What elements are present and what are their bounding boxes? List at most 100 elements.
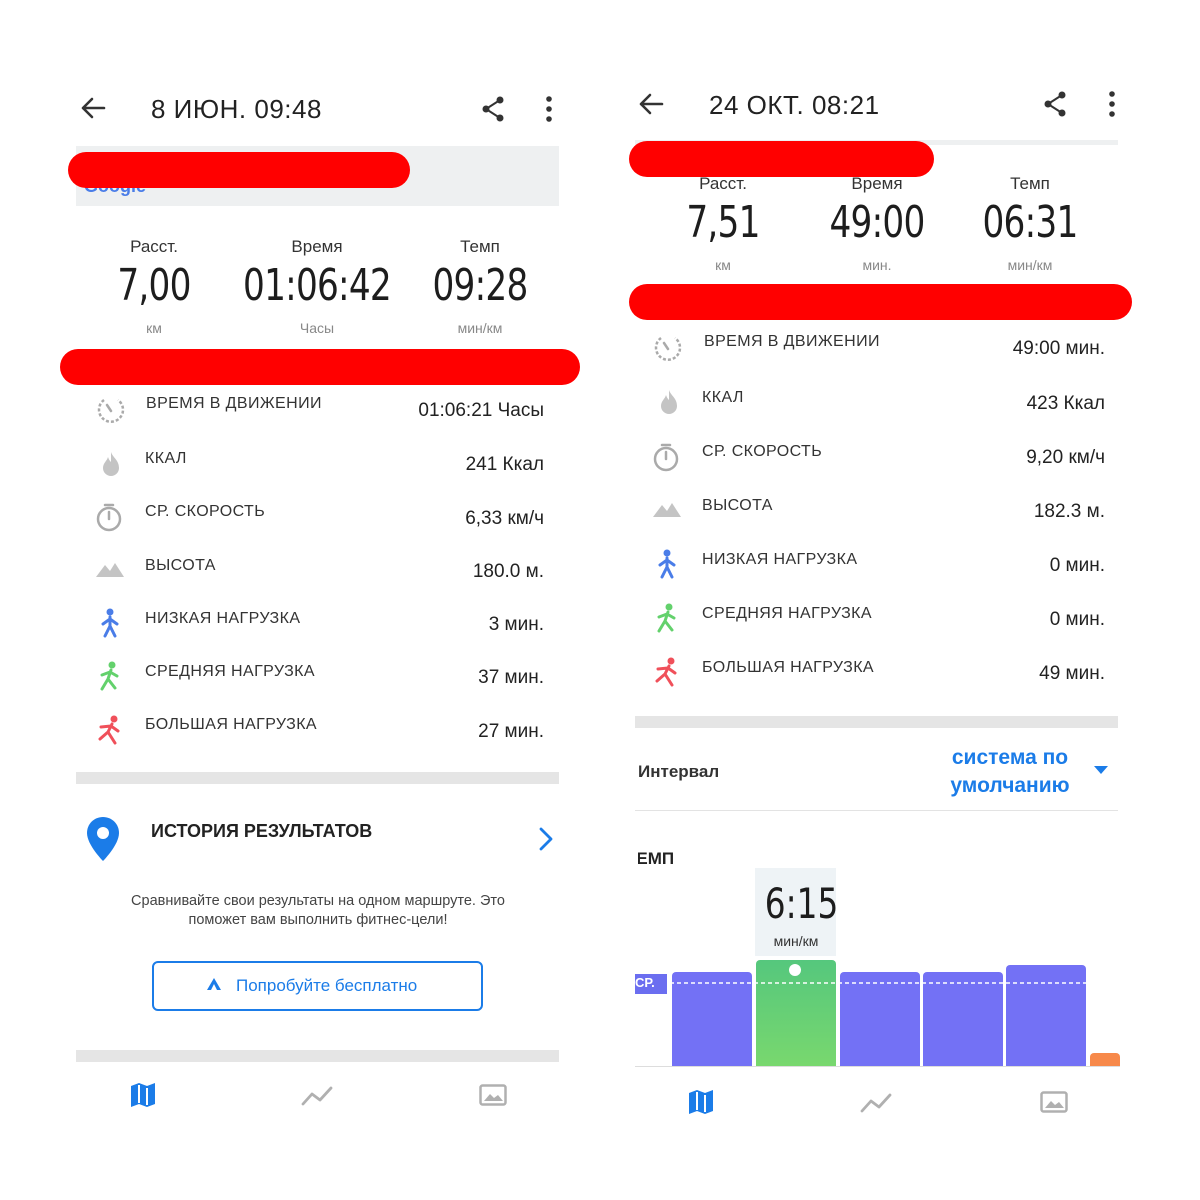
walk-icon xyxy=(101,608,119,638)
detail-value: 49 мин. xyxy=(1039,663,1105,684)
jog-icon xyxy=(657,603,676,633)
detail-label: ККАЛ xyxy=(145,450,187,467)
pace-value: 09:28 xyxy=(432,260,528,311)
selected-point xyxy=(789,964,801,976)
detail-value: 0 мин. xyxy=(1049,609,1105,630)
detail-label: БОЛЬШАЯ НАГРУЗКА xyxy=(145,716,318,733)
detail-value: 241 Ккал xyxy=(465,454,544,475)
detail-value: 27 мин. xyxy=(478,721,544,742)
photo-tab-icon[interactable] xyxy=(1040,1091,1068,1113)
divider-line xyxy=(635,810,1118,811)
try-free-button[interactable] xyxy=(152,961,483,1011)
photo-tab-icon[interactable] xyxy=(479,1084,507,1106)
redaction-bar xyxy=(629,284,1132,320)
redaction-bar xyxy=(68,152,410,188)
run-icon xyxy=(98,715,120,745)
right-workout-screen: 24 ОКТ. 08:21 Расст. 7,51 км Время 49:00… xyxy=(600,0,1200,1200)
detail-value: 6,33 км/ч xyxy=(465,508,544,529)
detail-label: ККАЛ xyxy=(702,389,744,406)
pace-unit: мин/км xyxy=(1007,257,1053,273)
detail-label: СР. СКОРОСТЬ xyxy=(145,503,266,520)
more-options-icon[interactable] xyxy=(545,96,553,122)
stopwatch-moving-icon xyxy=(654,336,682,361)
time-unit: мин. xyxy=(862,257,892,273)
distance-label: Расст. xyxy=(699,174,747,193)
average-tag xyxy=(635,974,667,994)
share-icon[interactable] xyxy=(1043,91,1067,117)
time-value: 49:00 xyxy=(829,197,925,248)
chevron-right-icon[interactable] xyxy=(538,827,554,851)
detail-label: БОЛЬШАЯ НАГРУЗКА xyxy=(702,659,875,676)
left-workout-screen: 8 ИЮН. 09:48 Google Расст. 7,00 км Время… xyxy=(60,94,580,1108)
detail-value: 9,20 км/ч xyxy=(1026,447,1105,468)
map-tab-icon[interactable] xyxy=(688,1089,714,1115)
average-line xyxy=(635,982,1120,984)
chart-tab-icon[interactable] xyxy=(301,1085,333,1107)
mountain-icon xyxy=(653,503,681,517)
workout-datetime: 24 ОКТ. 08:21 xyxy=(709,90,880,120)
detail-label: НИЗКАЯ НАГРУЗКА xyxy=(702,551,858,568)
chart-bar-selected[interactable] xyxy=(756,960,836,1067)
pace-unit: мин/км xyxy=(457,320,503,336)
chart-bar[interactable] xyxy=(1090,1053,1120,1067)
timer-icon xyxy=(96,503,122,532)
pace-label: Темп xyxy=(460,237,500,256)
workout-datetime: 8 ИЮН. 09:48 xyxy=(151,94,322,124)
detail-value: 180.0 м. xyxy=(472,561,544,582)
jog-icon xyxy=(100,661,119,691)
detail-label: НИЗКАЯ НАГРУЗКА xyxy=(145,610,301,627)
detail-value: 49:00 мин. xyxy=(1012,338,1105,359)
section-divider xyxy=(76,1050,559,1062)
interval-label: Интервал xyxy=(638,762,720,781)
redaction-bar xyxy=(629,141,934,177)
stopwatch-moving-icon xyxy=(97,398,125,423)
flame-icon xyxy=(103,452,119,476)
chart-bar[interactable] xyxy=(1006,965,1086,1067)
chart-baseline xyxy=(635,1066,1120,1067)
detail-label: ВЫСОТА xyxy=(702,497,773,514)
selected-pace-box xyxy=(755,868,836,956)
distance-unit: км xyxy=(715,257,731,273)
pace-value: 06:31 xyxy=(982,197,1078,248)
interval-value-line1: система по xyxy=(951,746,1069,769)
map-tab-icon[interactable] xyxy=(130,1082,156,1108)
detail-value: 3 мин. xyxy=(488,614,544,635)
interval-value-line2: умолчанию xyxy=(950,774,1070,797)
history-title: ИСТОРИЯ РЕЗУЛЬТАТОВ xyxy=(151,821,373,841)
time-label: Время xyxy=(291,237,343,256)
run-icon xyxy=(655,657,677,687)
selected-pace-value: 6:15 xyxy=(764,879,839,928)
detail-value: 0 мин. xyxy=(1049,555,1105,576)
try-free-label: Попробуйте бесплатно xyxy=(236,976,418,995)
back-arrow-icon[interactable] xyxy=(638,92,664,116)
mountain-icon xyxy=(96,563,124,577)
detail-value: 182.3 м. xyxy=(1033,501,1105,522)
section-divider xyxy=(635,716,1118,728)
chart-bar[interactable] xyxy=(840,972,920,1067)
selected-pace-unit: мин/км xyxy=(773,933,819,949)
dropdown-arrow-icon[interactable] xyxy=(1094,766,1108,774)
detail-label: ВРЕМЯ В ДВИЖЕНИИ xyxy=(146,395,322,412)
timer-icon xyxy=(653,443,679,472)
time-unit: Часы xyxy=(299,320,335,336)
detail-value: 423 Ккал xyxy=(1026,393,1105,414)
detail-label: СР. СКОРОСТЬ xyxy=(702,443,823,460)
detail-value: 01:06:21 Часы xyxy=(418,400,544,421)
chart-tab-icon[interactable] xyxy=(860,1092,892,1114)
detail-label: СРЕДНЯЯ НАГРУЗКА xyxy=(702,605,872,622)
share-icon[interactable] xyxy=(481,96,505,122)
interval-dropdown[interactable]: система по умолчанию xyxy=(925,744,1095,800)
detail-label: ВРЕМЯ В ДВИЖЕНИИ xyxy=(704,333,880,350)
average-tag-label: СР. xyxy=(635,975,655,990)
redaction-bar xyxy=(60,349,580,385)
walk-icon xyxy=(658,549,676,579)
chart-title: ТЕМП xyxy=(626,849,675,868)
location-pin-icon xyxy=(87,817,119,861)
chart-bar[interactable] xyxy=(672,972,752,1067)
flame-icon xyxy=(661,390,677,414)
detail-value: 37 мин. xyxy=(478,667,544,688)
chart-bar[interactable] xyxy=(923,972,1003,1067)
more-options-icon[interactable] xyxy=(1108,91,1116,117)
section-divider xyxy=(76,772,559,784)
back-arrow-icon[interactable] xyxy=(80,96,106,120)
